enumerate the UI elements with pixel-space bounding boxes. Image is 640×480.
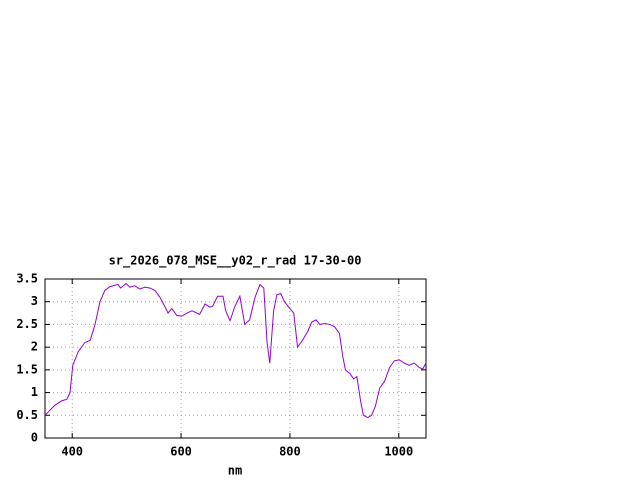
plot-border: [44, 278, 427, 439]
chart-title: sr_2026_078_MSE__y02_r_rad 17-30-00: [109, 254, 362, 269]
y-tick-label: 2.5: [16, 317, 38, 331]
y-tick-label: 3.5: [16, 272, 38, 286]
y-tick-label: 2: [31, 340, 38, 354]
x-tick-label: 1000: [384, 445, 413, 459]
y-tick-label: 0: [31, 431, 38, 445]
data-line: [44, 282, 427, 419]
y-tick-label: 1.5: [16, 362, 38, 376]
y-tick-label: 3: [31, 294, 38, 308]
x-axis-label: nm: [228, 464, 242, 478]
x-tick-label: 400: [61, 445, 83, 459]
x-tick-label: 800: [279, 445, 301, 459]
y-tick-label: 1: [31, 385, 38, 399]
x-tick-label: 600: [170, 445, 192, 459]
y-tick-label: 0.5: [16, 408, 38, 422]
